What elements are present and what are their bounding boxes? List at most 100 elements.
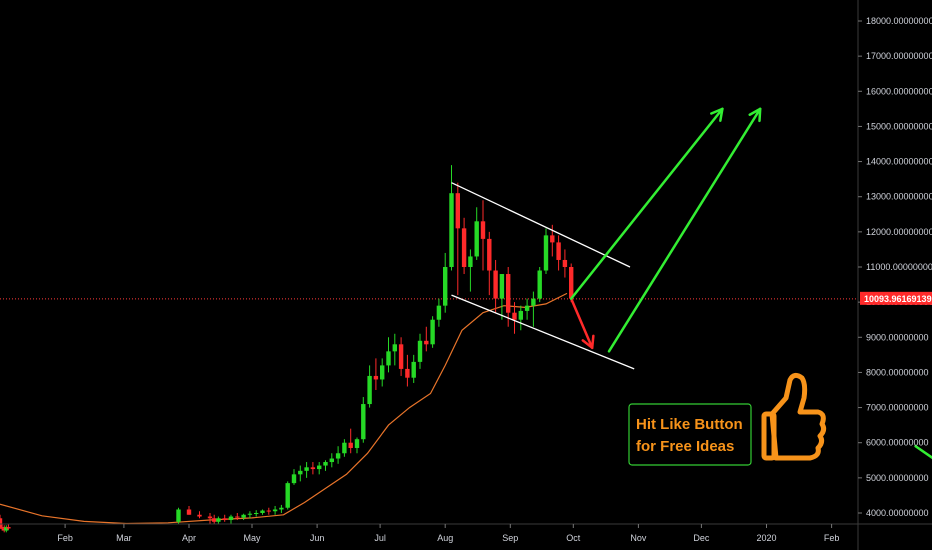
y-tick-label: 16000.00000000 [866, 86, 932, 96]
candle [298, 465, 303, 482]
candle [405, 354, 410, 387]
forecast-arrow [607, 107, 762, 353]
candle [310, 462, 316, 475]
candle [260, 509, 265, 515]
x-tick-label: Jun [310, 533, 325, 543]
candle [537, 267, 542, 303]
y-tick-label: 18000.00000000 [866, 16, 932, 26]
candle [222, 514, 227, 522]
y-tick-label: 12000.00000000 [866, 227, 932, 237]
y-tick-label: 6000.00000000 [866, 438, 929, 448]
candle [430, 316, 435, 348]
candle [424, 326, 429, 352]
x-tick-label: 2020 [756, 533, 776, 543]
candle [4, 525, 9, 533]
callout-line-2: for Free Ideas [636, 438, 734, 455]
x-tick-label: Feb [824, 533, 840, 543]
x-tick-label: Nov [630, 533, 647, 543]
candle [380, 358, 385, 387]
candle [543, 228, 549, 275]
candle [506, 267, 511, 327]
candlesticks [0, 165, 574, 533]
candle [562, 249, 568, 278]
x-tick-label: Jul [374, 533, 386, 543]
candle [291, 469, 297, 485]
y-axis: 4000.00000000 5000.00000000 6000.00000000 7… [857, 0, 932, 550]
y-tick-label: 4000.00000000 [866, 508, 929, 518]
candle [373, 358, 379, 390]
candle [235, 513, 240, 521]
candle [468, 249, 473, 292]
like-callout: Hit Like Button for Free Ideas [628, 372, 827, 466]
candle [279, 504, 284, 513]
candle [499, 274, 505, 320]
y-tick-label: 5000.00000000 [866, 473, 929, 483]
channel-line [451, 182, 631, 268]
candle [411, 354, 416, 383]
candle [197, 511, 202, 519]
candle [556, 235, 561, 271]
candle [487, 231, 492, 296]
candle [348, 428, 353, 454]
candle [216, 516, 221, 525]
candle [241, 513, 246, 521]
x-tick-label: May [243, 533, 261, 543]
y-tick-label: 13000.00000000 [866, 192, 932, 202]
candle [342, 439, 347, 457]
candle [436, 298, 442, 327]
candle [207, 513, 213, 524]
x-tick-label: Apr [182, 533, 196, 543]
candle [304, 462, 309, 478]
candle [367, 365, 372, 408]
y-tick-label: 11000.00000000 [866, 262, 932, 272]
x-tick-label: Oct [566, 533, 581, 543]
x-tick-label: Aug [437, 533, 453, 543]
x-tick-label: Sep [502, 533, 518, 543]
candle [449, 165, 454, 271]
candle [455, 182, 460, 296]
x-tick-label: Dec [693, 533, 710, 543]
candle [354, 437, 360, 454]
y-tick-label: 9000.00000000 [866, 332, 929, 342]
candle [531, 291, 536, 327]
candle [266, 507, 271, 515]
candle [417, 333, 423, 369]
candle [361, 397, 366, 443]
x-tick-label: Mar [116, 533, 132, 543]
candle [285, 481, 290, 510]
channel-lines [451, 182, 635, 370]
y-tick-label: 17000.00000000 [866, 51, 932, 61]
candle [512, 302, 517, 334]
candle [329, 453, 334, 468]
forecast-arrow [569, 107, 724, 300]
current-price-tag: 10093.96169139 [860, 291, 932, 305]
callout-line-1: Hit Like Button [636, 416, 743, 433]
candle [0, 514, 3, 528]
candle [569, 263, 574, 303]
candle [480, 200, 486, 271]
candle [317, 462, 322, 475]
moving-average-line [0, 292, 568, 525]
candle [176, 507, 181, 524]
candle [335, 446, 341, 464]
candle [186, 505, 192, 515]
candle [323, 460, 328, 471]
candle [212, 514, 217, 524]
thumbs-up-icon [761, 372, 827, 461]
candle [228, 514, 234, 524]
candle [518, 305, 523, 331]
candle [461, 217, 467, 275]
y-tick-label: 8000.00000000 [866, 367, 929, 377]
candle [443, 252, 448, 313]
candle [524, 298, 530, 320]
candle [392, 333, 397, 366]
x-tick-label: Feb [57, 533, 73, 543]
candle [493, 259, 498, 313]
forecast-arrow [569, 297, 595, 350]
x-axis: Feb Mar Apr May Jun Jul Aug Sep Oct Nov Dec 2020 Feb [0, 523, 932, 543]
y-tick-label: 7000.00000000 [866, 403, 929, 413]
candle [247, 511, 253, 519]
current-price-label: 10093.96169139 [864, 294, 932, 304]
callout-box [628, 403, 752, 466]
